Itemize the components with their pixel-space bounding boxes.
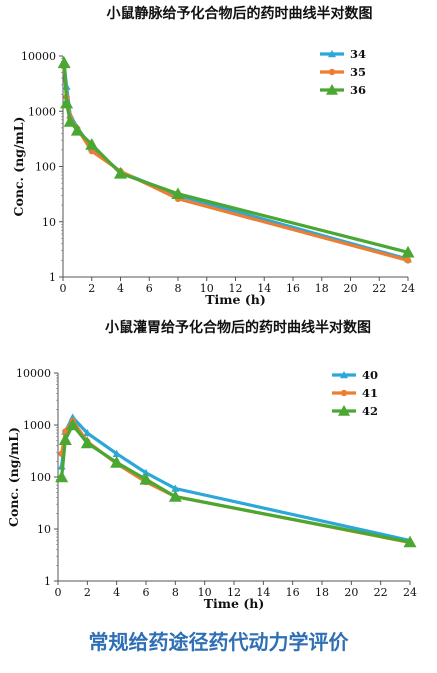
- chart1-x-tick-label: 10: [200, 282, 214, 295]
- chart1-x-tick-label: 8: [175, 282, 182, 295]
- chart2-y-tick-label: 1000: [23, 419, 51, 432]
- chart1-legend-marker-35: [328, 68, 336, 76]
- chart2-x-tick-label: 2: [84, 586, 91, 599]
- chart2-series-42-point: [168, 490, 182, 502]
- chart1-legend-marker-36: [326, 84, 338, 95]
- chart2-x-tick-label: 8: [172, 586, 179, 599]
- chart1-series-36-point: [85, 138, 99, 150]
- chart1-legend-marker-34: [328, 50, 336, 58]
- chart1-series-36-point: [401, 245, 415, 258]
- chart1-series-36-point: [63, 115, 77, 127]
- chart1-x-tick-label: 0: [60, 282, 67, 295]
- chart2-legend-label-41: 41: [362, 386, 378, 400]
- chart2-series-42-line: [60, 422, 411, 544]
- chart2-x-tick-label: 24: [403, 586, 417, 599]
- chart1-x-tick-label: 16: [286, 282, 300, 295]
- chart1-legend-label-34: 34: [350, 47, 366, 61]
- chart2-legend-marker-41: [340, 389, 348, 397]
- chart2-x-tick-label: 18: [315, 586, 329, 599]
- chart2-legend-marker-40: [340, 371, 348, 379]
- chart1-x-tick-label: 2: [88, 282, 95, 295]
- chart1-x-tick-label: 14: [257, 282, 271, 295]
- chart2-series-42-point: [58, 433, 72, 445]
- chart1-series-36-point: [70, 123, 84, 136]
- chart2-series-40-point: [112, 449, 121, 457]
- chart2-y-tick-label: 10: [37, 523, 51, 536]
- chart2-x-tick-label: 12: [227, 586, 241, 599]
- chart1-x-tick-label: 4: [117, 282, 124, 295]
- chart1-y-tick-label: 1000: [28, 105, 56, 118]
- chart1-title: 小鼠静脉给予化合物后的药时曲线半对数图: [107, 5, 373, 22]
- chart1-series-36-point: [60, 96, 74, 109]
- chart2-series-40-point: [171, 484, 180, 492]
- chart2-x-tick-label: 10: [198, 586, 212, 599]
- chart2-series-42-point: [80, 436, 94, 449]
- chart2-x-tick-label: 4: [113, 586, 120, 599]
- chart2-series-40-line: [60, 414, 411, 543]
- chart2-x-tick-label: 20: [344, 586, 358, 599]
- chart2-x-tick-label: 14: [256, 586, 270, 599]
- chart2-legend-label-42: 42: [362, 404, 378, 418]
- chart1-legend-label-35: 35: [350, 65, 366, 79]
- chart1-x-axis-title: Time (h): [205, 292, 266, 307]
- chart1-y-tick-label: 10: [42, 216, 56, 229]
- chart2-x-tick-label: 22: [374, 586, 388, 599]
- chart2-series-42-point: [139, 472, 153, 485]
- chart1-x-tick-label: 20: [344, 282, 358, 295]
- chart1-x-tick-label: 18: [315, 282, 329, 295]
- chart2-series-42-point: [66, 418, 80, 431]
- chart2-series-40-point: [142, 468, 150, 477]
- chart2-series-41-line: [60, 418, 411, 545]
- chart1-x-tick-label: 22: [372, 282, 386, 295]
- chart1-y-axis-title: Conc. (ng/mL): [11, 117, 26, 217]
- chart1-series-35-point: [404, 257, 412, 264]
- chart2-legend-marker-42: [338, 405, 350, 416]
- chart1-series-36-point: [57, 56, 71, 69]
- chart1-x-tick-label: 6: [146, 282, 153, 295]
- chart2-y-tick-label: 1: [44, 575, 51, 588]
- chart1-x-tick-label: 12: [229, 282, 243, 295]
- chart2-y-tick-label: 100: [30, 471, 51, 484]
- chart2-x-tick-label: 6: [143, 586, 150, 599]
- chart2-title: 小鼠灌胃给予化合物后的药时曲线半对数图: [105, 319, 371, 336]
- chart1-legend-label-36: 36: [350, 83, 366, 97]
- chart2-legend-label-40: 40: [362, 368, 378, 382]
- chart2-x-tick-label: 16: [286, 586, 300, 599]
- chart2-series-42-point: [110, 456, 124, 468]
- chart1-y-tick-label: 100: [35, 161, 56, 174]
- chart2-series-42-point: [55, 470, 69, 483]
- chart2-y-tick-label: 10000: [16, 367, 51, 380]
- chart1-y-tick-label: 10000: [21, 50, 56, 63]
- chart1-series-36-point: [171, 187, 185, 200]
- chart1-series-36-point: [114, 166, 127, 179]
- chart2-y-axis-title: Conc. (ng/mL): [6, 427, 21, 527]
- chart1-y-tick-label: 1: [49, 271, 56, 284]
- chart2-x-tick-label: 0: [55, 586, 62, 599]
- chart2-x-axis-title: Time (h): [204, 596, 265, 611]
- chart2-series-40-point: [83, 429, 92, 437]
- footer-caption: 常规给药途径药代动力学评价: [88, 630, 349, 654]
- chart1-x-tick-label: 24: [401, 282, 415, 295]
- chart2-series-42-point: [403, 535, 417, 548]
